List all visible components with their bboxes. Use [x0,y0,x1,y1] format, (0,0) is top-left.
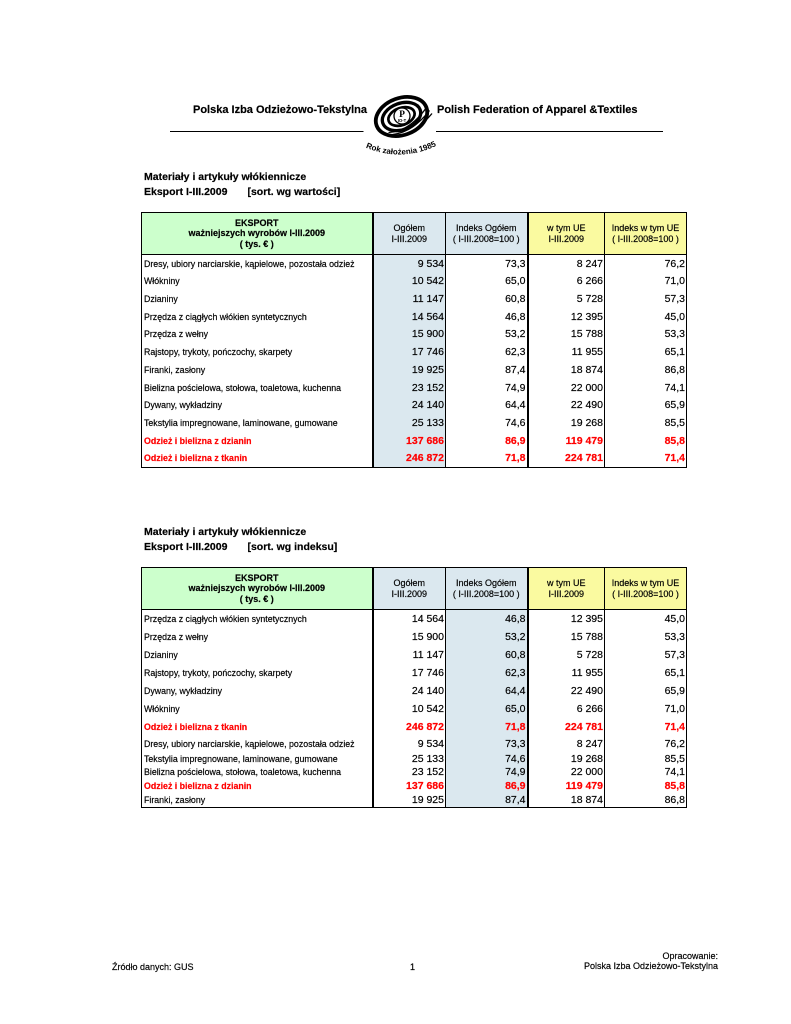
svg-text:P: P [399,110,405,120]
svg-text:Rok założenia 1985: Rok założenia 1985 [365,139,438,156]
svg-text:IO-T: IO-T [398,118,407,123]
